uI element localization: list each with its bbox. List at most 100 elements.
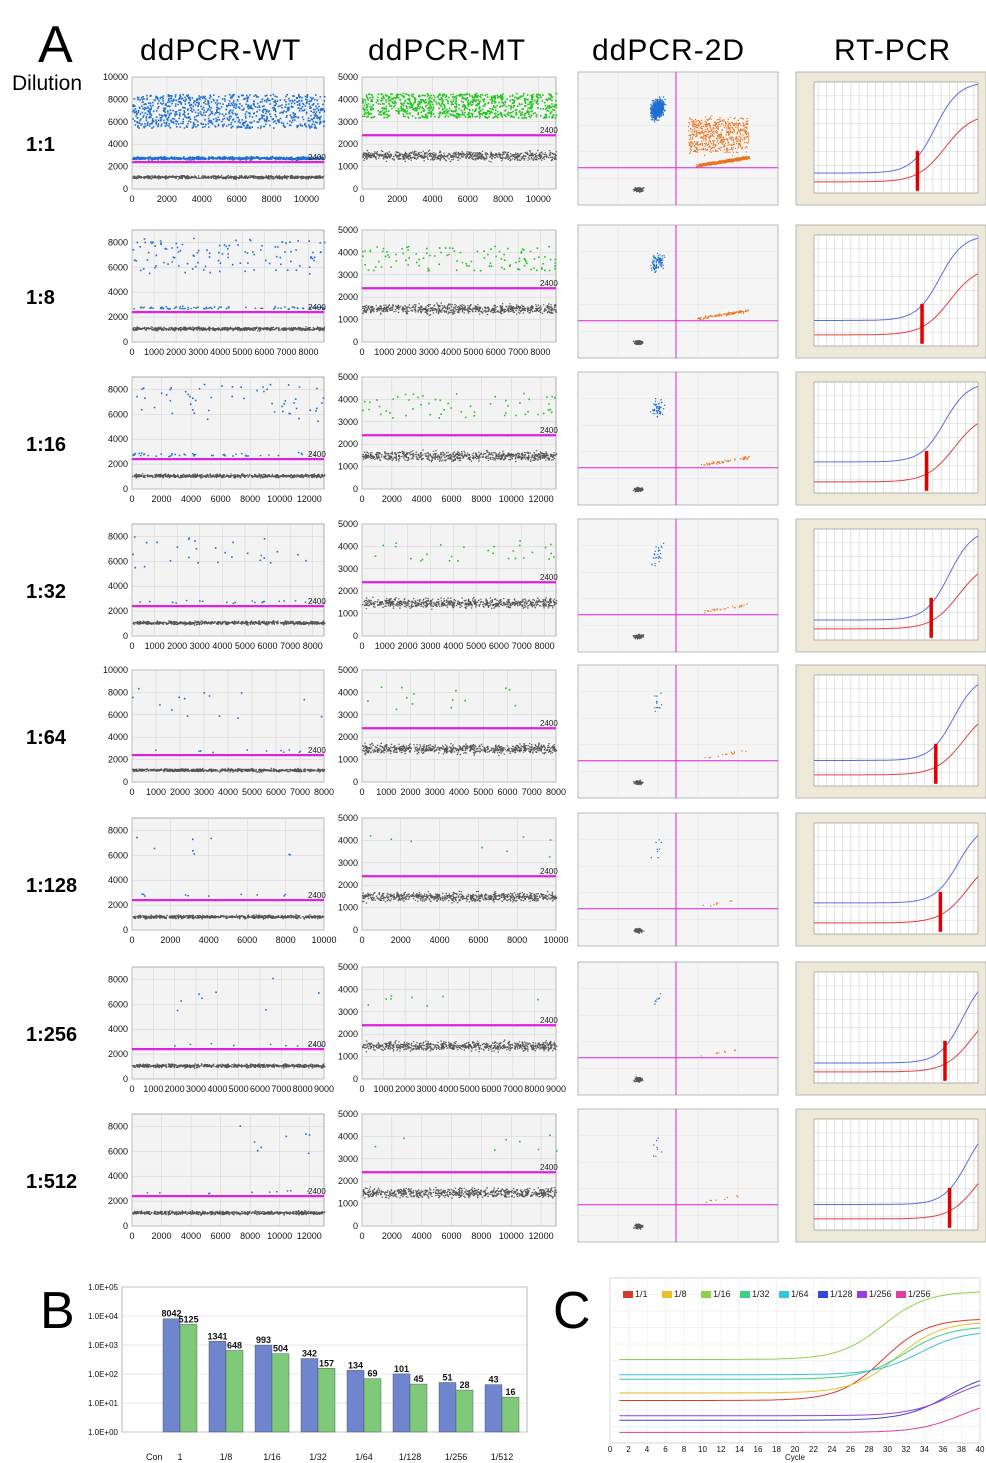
mt-droplets [362,995,558,1053]
x-tick-label: 0 [359,787,364,797]
mt-plot-frame [361,1113,557,1227]
y-tick-label: 4000 [108,875,128,885]
x-tick-label: 10000 [267,494,292,504]
x-tick-label: 2000 [398,641,418,651]
2d-plot-frame [577,812,779,947]
amplification-curve [619,1327,981,1380]
column-header-wt: ddPCR-WT [140,34,301,67]
positive-droplets [362,245,557,272]
2d-gridlines [578,225,778,358]
legend-label: 1/64 [791,1289,809,1299]
x-tick-label: 6000 [489,641,509,651]
x-tick-label: 7000 [271,1084,291,1094]
x-tick-label: 2000 [382,494,402,504]
wt-gridlines [131,818,325,931]
y-tick-label: 4000 [338,1131,358,1141]
legend-swatch [857,1291,867,1298]
y-tick-label: 6000 [108,556,128,566]
bar-value-label: 51 [442,1372,452,1382]
y-tick-label: 1000 [338,1052,358,1062]
row-1-16: 1:16 0 2000 4000 6000 8000 0 2000 4000 6000 8000 10… [26,371,986,506]
x-tick-label: 0 [359,935,364,945]
x-tick-label: 2000 [391,935,411,945]
y-tick-label: 4000 [338,394,358,404]
x-tick-label: 7000 [508,347,528,357]
y-tick-label: 4000 [338,835,358,845]
wt-droplets [132,93,326,180]
wt-plot-frame [131,1113,325,1227]
y-tick-label: 5000 [338,962,358,972]
x-tick-label: 1000 [374,1084,394,1094]
x-tick-label: 3000 [186,1084,206,1094]
x-axis-start-label: Con [146,1452,163,1462]
x-tick-label: 0 [608,1445,613,1454]
legend-label: 1/256 [908,1289,931,1299]
wt-positive-cluster [654,993,661,1005]
x-tick-label: 12000 [297,494,322,504]
threshold-label: 2400 [540,573,558,582]
positive-droplets [362,92,558,119]
x-tick-label: 10000 [311,935,336,945]
x-tick-label: 1/8 [220,1452,233,1462]
negative-droplets [132,767,326,773]
legend-label: 1/32 [752,1289,770,1299]
y-tick-label: 4000 [338,541,358,551]
x-tick-label: 1/32 [309,1452,327,1462]
amplification-curve [619,1319,981,1401]
double-negative-cluster [633,1223,644,1230]
x-tick-label: 10000 [499,494,524,504]
y-tick-label: 2000 [108,900,128,910]
x-tick-label: 22 [809,1445,818,1454]
x-tick-label: 6000 [442,494,462,504]
threshold-label: 2400 [540,126,558,135]
threshold-label: 2400 [308,1187,326,1196]
x-tick-label: 2000 [382,1231,402,1241]
x-tick-label: 2000 [160,935,180,945]
wt-gridlines [131,1114,324,1227]
rt-curve-blue [814,83,979,174]
x-tick-label: 5000 [232,347,252,357]
legend-label: 1/1 [635,1289,648,1299]
legend-label: 1/8 [674,1289,687,1299]
mt-plot-frame [361,376,557,490]
bar-value-label: 5125 [178,1314,198,1324]
x-tick-label: 10000 [526,194,551,204]
double-negative-cluster [632,779,644,786]
y-tick-label: 2000 [108,459,128,469]
legend-swatch [662,1291,672,1298]
x-tick-label: 4000 [441,347,461,357]
x-tick-label: 1000 [143,1084,163,1094]
bar-wt [392,1373,411,1433]
x-tick-label: 2000 [397,347,417,357]
y-tick-label: 6000 [108,999,128,1009]
mt-gridlines [361,817,557,931]
y-tick-label: 4000 [108,1171,128,1181]
dilution-label: 1:64 [26,727,67,749]
y-tick-label: 1000 [338,462,358,472]
y-tick-label: 1.0E+00 [88,1428,119,1437]
y-tick-label: 3000 [338,858,358,868]
bar-wt [162,1318,181,1433]
y-tick-label: 0 [353,184,358,194]
bar-value-label: 648 [227,1340,242,1350]
y-tick-label: 3000 [338,1007,358,1017]
x-tick-label: 8000 [276,935,296,945]
bar-wt [300,1358,319,1433]
x-tick-label: 0 [129,787,134,797]
x-tick-label: 8000 [493,194,513,204]
wt-plot-frame [131,817,325,931]
dilution-label: 1:256 [26,1024,77,1046]
ct-marker [920,303,924,344]
x-tick-label: 40 [976,1445,985,1454]
x-tick-label: 4000 [423,194,443,204]
x-tick-label: 8000 [240,494,260,504]
x-tick-label: 1/128 [399,1452,422,1462]
y-tick-label: 8000 [108,384,128,394]
ct-marker [924,450,929,491]
x-tick-label: 4000 [207,1084,227,1094]
x-tick-label: 30 [883,1445,892,1454]
x-tick-label: 8000 [262,194,282,204]
